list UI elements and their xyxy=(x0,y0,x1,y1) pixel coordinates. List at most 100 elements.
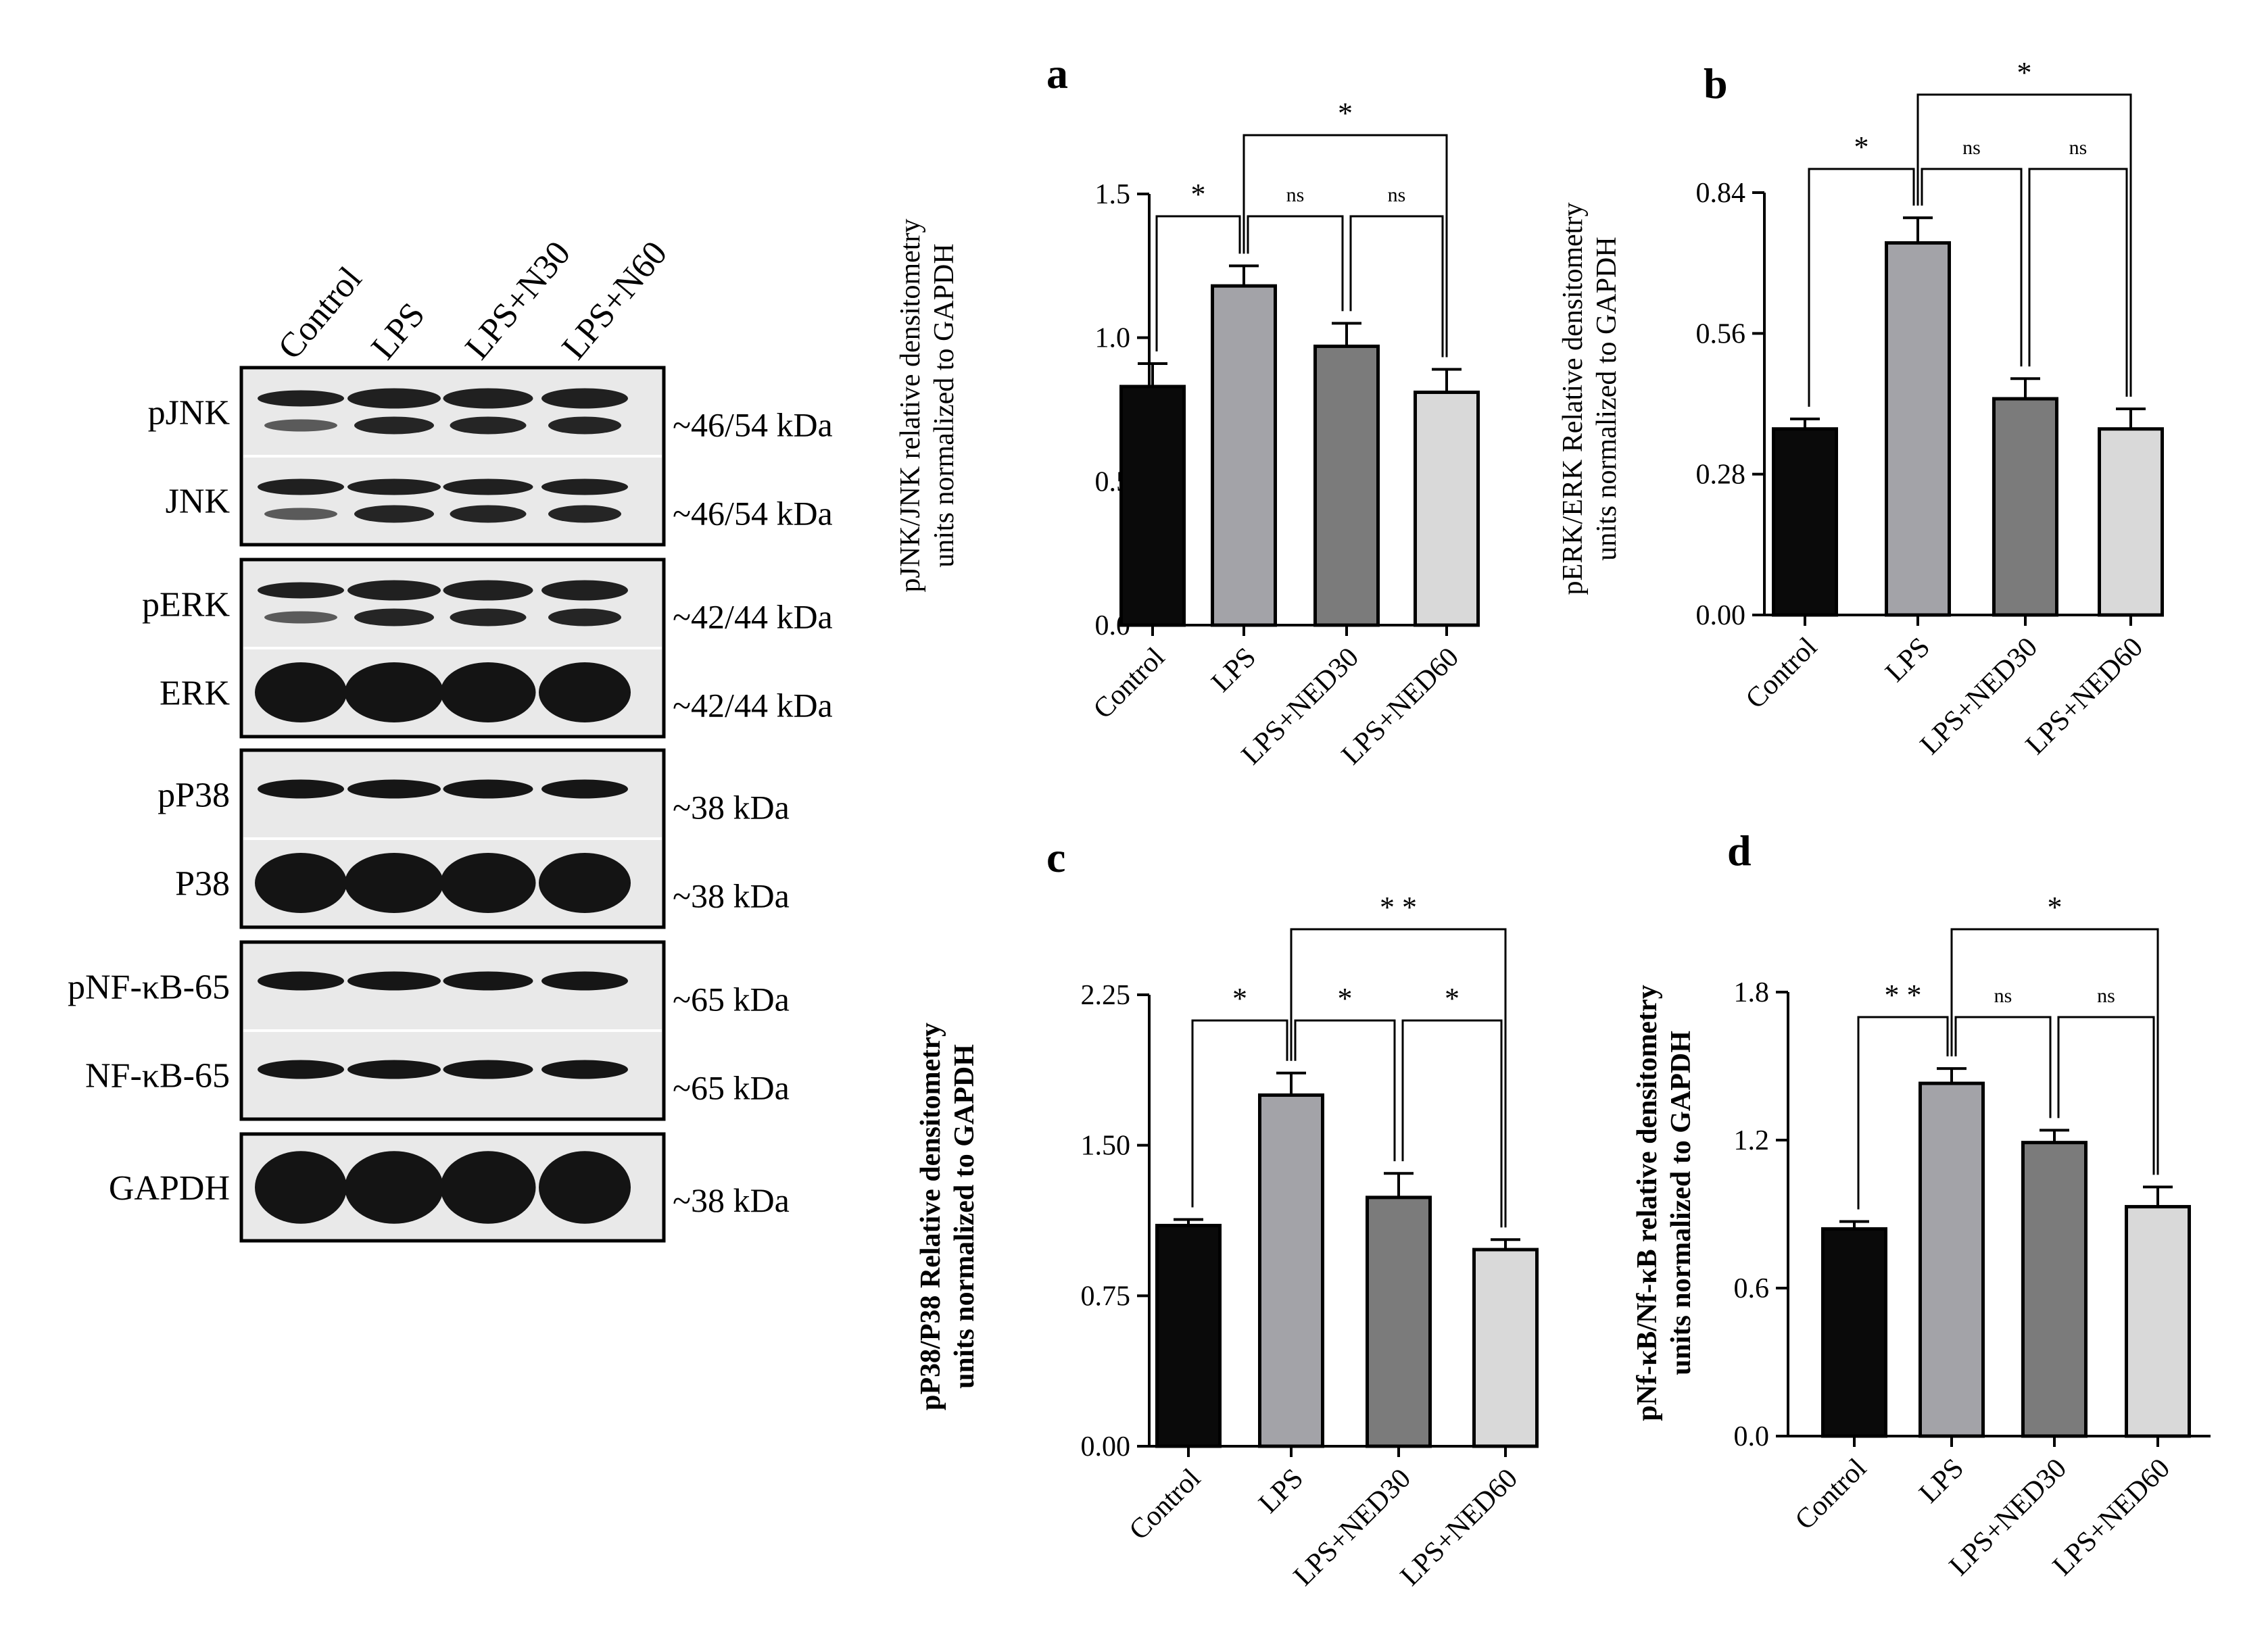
significance-bracket xyxy=(1247,215,1344,312)
bar xyxy=(1258,1093,1324,1448)
y-axis-label-line: units normalized to GAPDH xyxy=(929,243,960,567)
band xyxy=(450,505,527,523)
chart-panel: b 0.00 0.28 0.56 0.84 pERK/ERK Relative densi… xyxy=(1558,56,2164,761)
band xyxy=(255,1151,347,1224)
band xyxy=(443,388,533,409)
y-axis-label-line: units normalized to GAPDH xyxy=(1591,237,1622,560)
significance-bracket xyxy=(1294,1019,1396,1162)
panel-letter: c xyxy=(1046,833,1065,881)
y-axis-label-line: pJNK/JNK relative densitometry xyxy=(895,219,926,593)
band xyxy=(264,419,337,432)
band xyxy=(347,779,441,799)
y-tick-label: 1.0 xyxy=(1095,323,1131,354)
blot-size-label: ~46/54 kDa xyxy=(673,495,833,533)
band xyxy=(354,505,434,523)
band xyxy=(255,852,347,914)
significance-label: * xyxy=(1445,982,1459,1015)
bar xyxy=(1313,344,1380,627)
band xyxy=(440,852,536,914)
significance-label: * xyxy=(1338,97,1353,130)
blot-size-label: ~38 kDa xyxy=(673,1181,790,1219)
band xyxy=(264,508,337,520)
band xyxy=(258,478,344,495)
band xyxy=(347,971,441,991)
significance-label: ns xyxy=(1994,985,2012,1007)
significance-label: * xyxy=(1191,178,1206,211)
band xyxy=(345,662,443,723)
bar xyxy=(2098,427,2164,617)
significance-bracket xyxy=(1857,1016,1949,1210)
band xyxy=(258,390,344,407)
blot-size-label: ~65 kDa xyxy=(673,981,790,1018)
bar xyxy=(1919,1081,1985,1438)
band xyxy=(450,416,527,435)
significance-bracket xyxy=(1290,928,1507,1228)
blot-row-label: pERK xyxy=(142,586,230,624)
band xyxy=(541,971,628,991)
blot-row-label: pP38 xyxy=(158,777,230,815)
x-tick-label: LPS xyxy=(1879,632,1936,689)
x-tick-label: Control xyxy=(1088,642,1171,725)
band xyxy=(354,416,434,435)
x-tick-label: LPS xyxy=(1205,642,1262,699)
band xyxy=(541,388,628,409)
y-tick-label: 1.50 xyxy=(1081,1131,1131,1162)
blot-row-label: JNK xyxy=(166,483,231,521)
bar xyxy=(1119,385,1186,627)
band xyxy=(541,779,628,799)
blot-row-label: NF-κB-65 xyxy=(85,1057,230,1095)
y-axis-label-line: units normalized to GAPDH xyxy=(949,1044,980,1389)
band xyxy=(450,608,527,626)
significance-label: * xyxy=(1338,982,1353,1015)
band xyxy=(539,662,631,723)
chart-panel: d 0.0 0.6 1.2 1.8 pNf-κB/Nf-κB relative densi… xyxy=(1632,827,2211,1582)
significance-label: * xyxy=(2048,891,2062,924)
significance-bracket xyxy=(1916,93,2132,397)
band xyxy=(548,608,621,626)
band xyxy=(548,505,621,523)
bar xyxy=(2021,1141,2088,1438)
significance-label: ns xyxy=(1962,137,1981,159)
band xyxy=(548,416,621,435)
significance-bracket xyxy=(1191,1019,1288,1208)
blot-group: pNF-κB-65 ~65 kDa NF-κB-65 ~65 kDa xyxy=(68,940,790,1121)
bar xyxy=(2125,1205,2191,1438)
bar xyxy=(1414,390,1480,627)
y-axis-label-line: pERK/ERK Relative densitometry xyxy=(1558,203,1589,595)
band xyxy=(354,608,434,626)
significance-bracket xyxy=(1921,168,2023,367)
significance-label: * xyxy=(1854,130,1869,164)
panel-letter: a xyxy=(1046,49,1068,97)
significance-label: * * xyxy=(1885,979,1922,1012)
band xyxy=(443,1060,533,1079)
blot-size-label: ~65 kDa xyxy=(673,1069,790,1107)
bar xyxy=(1211,284,1277,627)
bar xyxy=(1472,1248,1539,1448)
lane-label: LPS xyxy=(364,295,433,366)
band xyxy=(541,1060,628,1079)
y-tick-label: 0.6 xyxy=(1734,1273,1770,1304)
lane-label: LPS+N60 xyxy=(555,234,675,366)
x-tick-label: Control xyxy=(1740,632,1823,715)
y-tick-label: 0.56 xyxy=(1696,318,1746,349)
y-axis-label: pJNK/JNK relative densitometryunits norm… xyxy=(895,219,960,593)
blot-row-label: ERK xyxy=(160,674,230,713)
x-tick-label: Control xyxy=(1124,1463,1207,1546)
x-tick-label: LPS xyxy=(1913,1453,1970,1510)
blot-size-label: ~38 kDa xyxy=(673,877,790,915)
band xyxy=(347,478,441,495)
panel-letter: b xyxy=(1704,59,1728,107)
significance-label: * * xyxy=(1380,891,1417,924)
bar xyxy=(1155,1223,1222,1448)
band xyxy=(347,1060,441,1079)
band xyxy=(345,852,443,914)
blot-group: pJNK ~46/54 kDa JNK ~46/54 kDa xyxy=(148,366,833,547)
band xyxy=(258,971,344,991)
band xyxy=(539,852,631,914)
band xyxy=(443,779,533,799)
significance-label: * xyxy=(1232,982,1247,1015)
blot-row-label: pNF-κB-65 xyxy=(68,968,230,1007)
band xyxy=(255,662,347,723)
